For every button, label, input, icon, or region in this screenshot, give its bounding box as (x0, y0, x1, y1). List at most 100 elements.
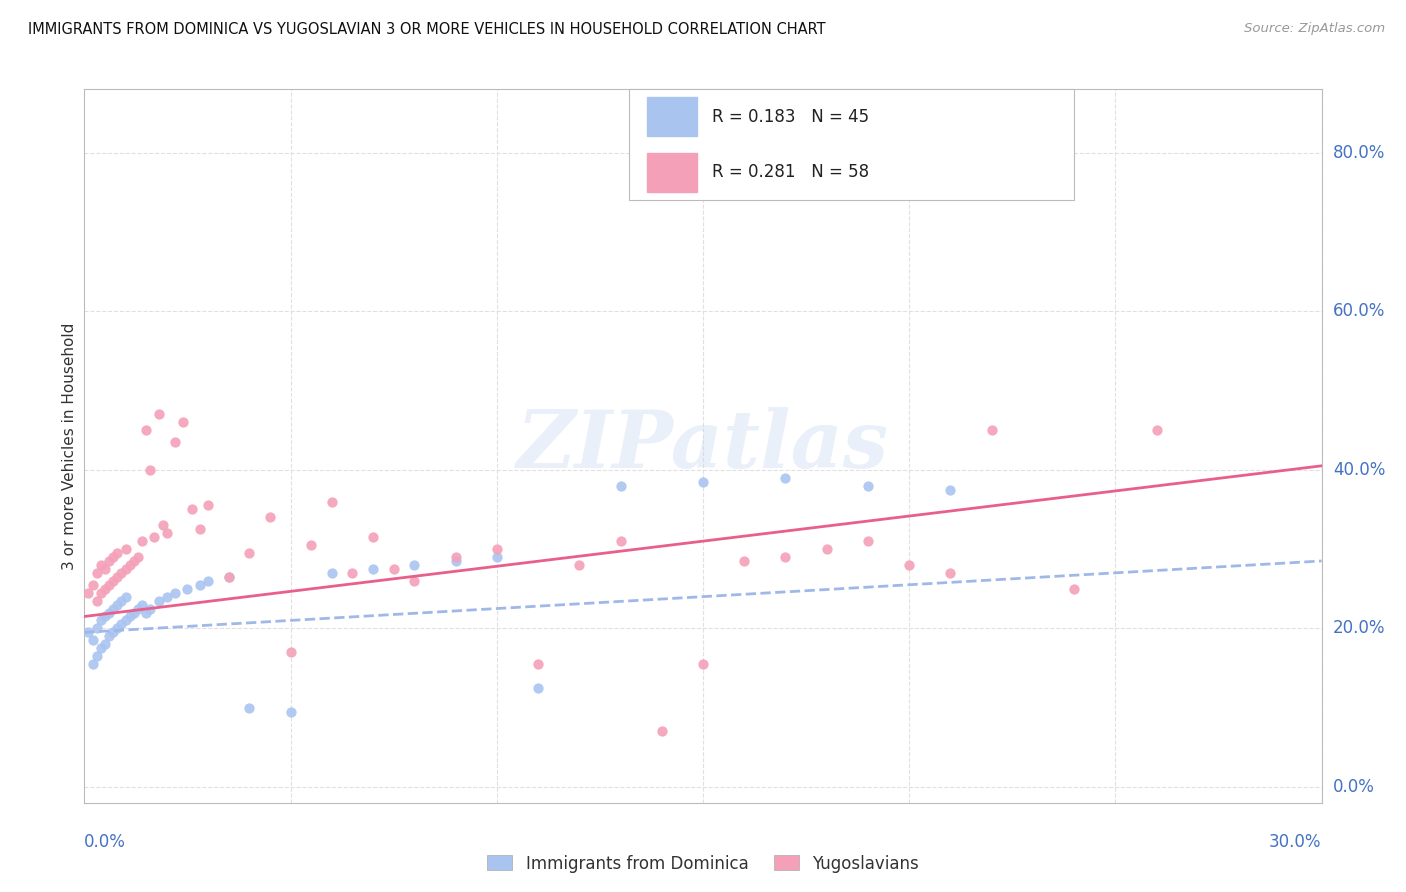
Point (156, 526, 179, 541)
Point (131, 534, 153, 549)
Point (110, 566, 132, 580)
Text: R = 0.281   N = 58: R = 0.281 N = 58 (711, 163, 869, 181)
Point (127, 549, 149, 564)
Point (172, 415, 194, 429)
Point (139, 601, 162, 615)
Point (135, 606, 157, 620)
Point (135, 423, 157, 437)
Point (404, 574, 426, 588)
Point (444, 549, 467, 564)
Point (197, 499, 219, 513)
Point (485, 542, 508, 557)
Point (527, 657, 550, 671)
Point (105, 546, 128, 560)
Point (280, 705, 302, 719)
Text: 30.0%: 30.0% (1270, 833, 1322, 851)
Point (321, 566, 343, 580)
Point (692, 657, 714, 671)
Text: IMMIGRANTS FROM DOMINICA VS YUGOSLAVIAN 3 OR MORE VEHICLES IN HOUSEHOLD CORRELAT: IMMIGRANTS FROM DOMINICA VS YUGOSLAVIAN … (28, 22, 825, 37)
Text: 0.0%: 0.0% (1333, 778, 1375, 796)
Y-axis label: 3 or more Vehicles in Household: 3 or more Vehicles in Household (62, 322, 77, 570)
Point (188, 578, 211, 592)
Point (692, 475, 714, 489)
Point (94, 637, 117, 651)
Point (103, 549, 125, 564)
Point (609, 478, 631, 492)
Point (382, 562, 405, 576)
Point (86, 593, 108, 607)
Point (90, 641, 112, 656)
Point (90, 558, 112, 572)
Point (651, 724, 673, 739)
Point (122, 554, 145, 568)
Point (118, 558, 141, 572)
Point (82, 657, 104, 671)
Point (86, 649, 108, 664)
Point (114, 590, 136, 604)
Point (775, 471, 797, 485)
Text: 20.0%: 20.0% (1333, 619, 1385, 638)
Point (733, 554, 755, 568)
Point (299, 538, 322, 552)
Point (148, 407, 170, 421)
FancyBboxPatch shape (628, 89, 1074, 200)
Point (815, 542, 838, 557)
Legend: Immigrants from Dominica, Yugoslavians: Immigrants from Dominica, Yugoslavians (481, 848, 925, 880)
Point (856, 534, 879, 549)
Point (103, 625, 125, 640)
Point (114, 542, 136, 557)
Point (156, 590, 179, 604)
Point (82, 578, 104, 592)
Text: R = 0.183   N = 45: R = 0.183 N = 45 (711, 108, 869, 126)
Point (110, 617, 132, 632)
Point (527, 681, 550, 695)
Text: 40.0%: 40.0% (1333, 461, 1385, 479)
Text: ZIPatlas: ZIPatlas (517, 408, 889, 484)
Point (609, 534, 631, 549)
Point (259, 510, 281, 524)
Point (143, 530, 166, 544)
Text: 0.0%: 0.0% (84, 833, 127, 851)
Point (321, 494, 343, 508)
Point (361, 530, 384, 544)
Point (568, 558, 591, 572)
Point (90, 585, 112, 599)
Point (218, 570, 240, 584)
Point (131, 598, 153, 612)
Point (114, 614, 136, 628)
Point (485, 549, 508, 564)
Point (218, 570, 240, 584)
Point (139, 463, 162, 477)
Point (86, 566, 108, 580)
Point (77, 625, 100, 640)
Point (444, 554, 467, 568)
Point (361, 562, 384, 576)
Point (110, 593, 132, 607)
Point (342, 566, 364, 580)
Point (176, 582, 198, 596)
Point (280, 645, 302, 659)
Point (188, 522, 211, 536)
Point (238, 546, 260, 560)
FancyBboxPatch shape (647, 97, 697, 136)
Point (103, 574, 125, 588)
Point (105, 598, 128, 612)
Point (148, 593, 170, 607)
Point (404, 558, 426, 572)
Point (939, 566, 962, 580)
Point (856, 478, 879, 492)
Point (127, 601, 149, 615)
Point (98, 578, 121, 592)
Point (105, 570, 128, 584)
Point (105, 621, 128, 635)
Point (114, 562, 136, 576)
Point (898, 558, 921, 572)
Point (980, 423, 1002, 437)
Point (103, 601, 125, 615)
Point (939, 483, 962, 497)
Point (98, 606, 121, 620)
Point (122, 606, 145, 620)
Point (165, 585, 187, 599)
Point (82, 633, 104, 648)
Point (98, 554, 121, 568)
